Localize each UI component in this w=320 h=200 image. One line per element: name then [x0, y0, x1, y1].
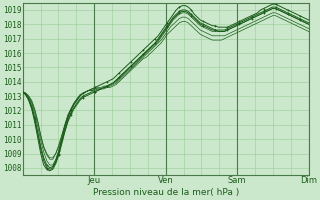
X-axis label: Pression niveau de la mer( hPa ): Pression niveau de la mer( hPa ): [92, 188, 239, 197]
